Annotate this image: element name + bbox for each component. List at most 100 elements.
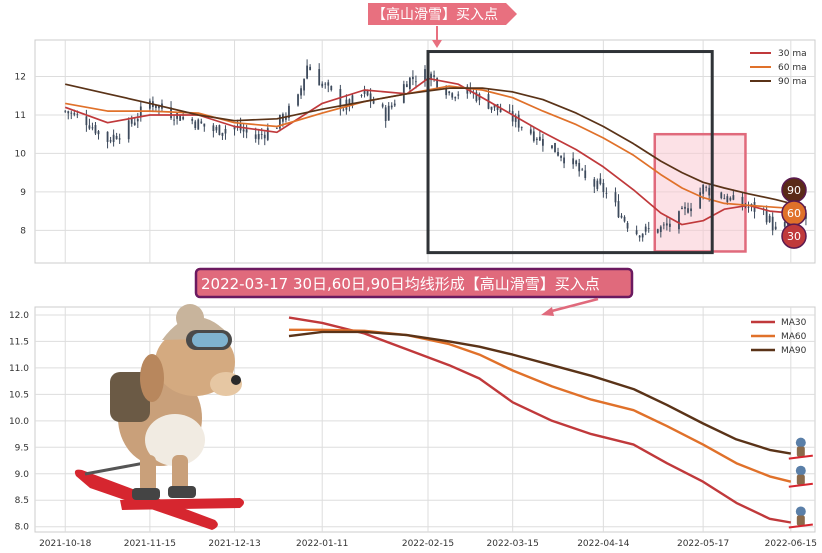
candle-body <box>702 184 705 194</box>
skiing-dog-icon <box>74 304 244 530</box>
candle-body <box>424 69 426 81</box>
ma-badge-label: 90 <box>787 184 801 197</box>
banner-arrow-line <box>547 297 599 314</box>
candle-body <box>614 192 617 203</box>
candle-body <box>723 198 726 200</box>
candle-body <box>339 88 342 109</box>
candle-body <box>218 125 221 135</box>
candle-body <box>278 114 281 129</box>
candle-body <box>381 104 384 107</box>
candle-body <box>254 134 257 139</box>
candle-body <box>517 114 520 128</box>
candle-body <box>457 94 460 96</box>
candle-body <box>342 109 345 111</box>
candle-body <box>408 77 411 89</box>
banner-arrow-head <box>541 307 554 316</box>
candle-body <box>266 128 269 140</box>
tag-arrow-head <box>432 40 442 48</box>
candle-body <box>623 216 626 222</box>
x-tick-label: 2021-10-18 <box>39 539 92 549</box>
candle-body <box>768 215 771 222</box>
candle-body <box>578 162 581 172</box>
candle-body <box>451 93 454 98</box>
candle-body <box>384 107 387 122</box>
candle-body <box>514 116 517 122</box>
candle-body <box>303 78 305 91</box>
candle-body <box>668 223 671 227</box>
skier-markers <box>788 437 813 529</box>
candle-body <box>741 196 744 207</box>
candle-body <box>136 118 139 122</box>
ma-lines <box>288 316 792 524</box>
price-ma-lines <box>64 77 807 226</box>
legend-label: MA60 <box>781 332 807 342</box>
y-tick-label: 12 <box>15 73 26 83</box>
price-legend: 30 ma 60 ma 90 ma <box>750 49 807 87</box>
candle-body <box>194 121 197 128</box>
x-tick-label: 2022-01-11 <box>296 539 348 549</box>
candle-body <box>529 129 532 134</box>
candle-body <box>215 126 218 131</box>
candle-body <box>130 118 133 124</box>
ma-line-90-ma <box>65 83 807 209</box>
y-tick-label: 10.5 <box>9 390 29 400</box>
buy-point-tag: 【高山滑雪】买入点 <box>368 3 517 48</box>
candle-body <box>681 207 683 209</box>
candle-body <box>288 105 290 118</box>
candle-body <box>191 119 194 121</box>
candle-body <box>490 106 493 110</box>
candle-body <box>436 78 438 88</box>
candle-body <box>73 113 76 115</box>
candle-body <box>535 138 538 140</box>
y-tick-label: 8.5 <box>15 496 29 506</box>
skier-icon <box>788 465 813 488</box>
candle-body <box>532 131 535 141</box>
candle-body <box>330 86 333 91</box>
candle-body <box>620 215 623 218</box>
candle-body <box>415 81 417 83</box>
candle-body <box>309 66 312 71</box>
ma-line-ma30 <box>288 316 792 524</box>
banner-text: 2022-03-17 30日,60日,90日均线形成【高山滑雪】买入点 <box>201 275 600 293</box>
candle-body <box>656 229 659 233</box>
candle-body <box>493 104 496 108</box>
candle-body <box>584 170 587 178</box>
candle-body <box>242 129 245 132</box>
candle-body <box>412 76 414 80</box>
candle-body <box>85 116 88 126</box>
candle-body <box>602 182 605 193</box>
candle-body <box>665 223 668 226</box>
tag-background <box>368 3 517 25</box>
y-tick-label: 9.5 <box>15 443 29 453</box>
candle-body <box>626 222 629 229</box>
candle-body <box>596 180 599 189</box>
candle-body <box>575 160 578 165</box>
legend-label: MA90 <box>781 346 807 356</box>
y-tick-label: 9 <box>20 188 26 198</box>
candle-body <box>224 128 227 134</box>
candle-body <box>454 97 457 99</box>
candle-body <box>327 82 330 86</box>
candle-body <box>112 134 115 143</box>
candle-body <box>351 95 354 106</box>
candle-body <box>390 105 393 108</box>
candle-body <box>511 111 514 122</box>
candle-body <box>647 228 650 230</box>
candle-body <box>430 73 432 80</box>
y-tick-label: 10.0 <box>9 417 29 427</box>
candle-body <box>520 127 523 128</box>
candle-body <box>212 125 215 132</box>
skier-icon <box>788 437 813 460</box>
x-tick-label: 2022-03-15 <box>487 539 539 549</box>
y-tick-label: 9.0 <box>15 470 30 480</box>
candle-body <box>593 179 596 187</box>
candle-body <box>554 143 556 153</box>
x-tick-label: 2022-05-17 <box>677 539 729 549</box>
candle-body <box>644 226 647 232</box>
candle-body <box>726 196 729 203</box>
candle-body <box>405 84 408 88</box>
ma-badge-label: 60 <box>787 207 801 220</box>
candle-body <box>118 138 121 140</box>
y-tick-label: 10 <box>15 149 27 159</box>
candle-body <box>542 139 544 146</box>
